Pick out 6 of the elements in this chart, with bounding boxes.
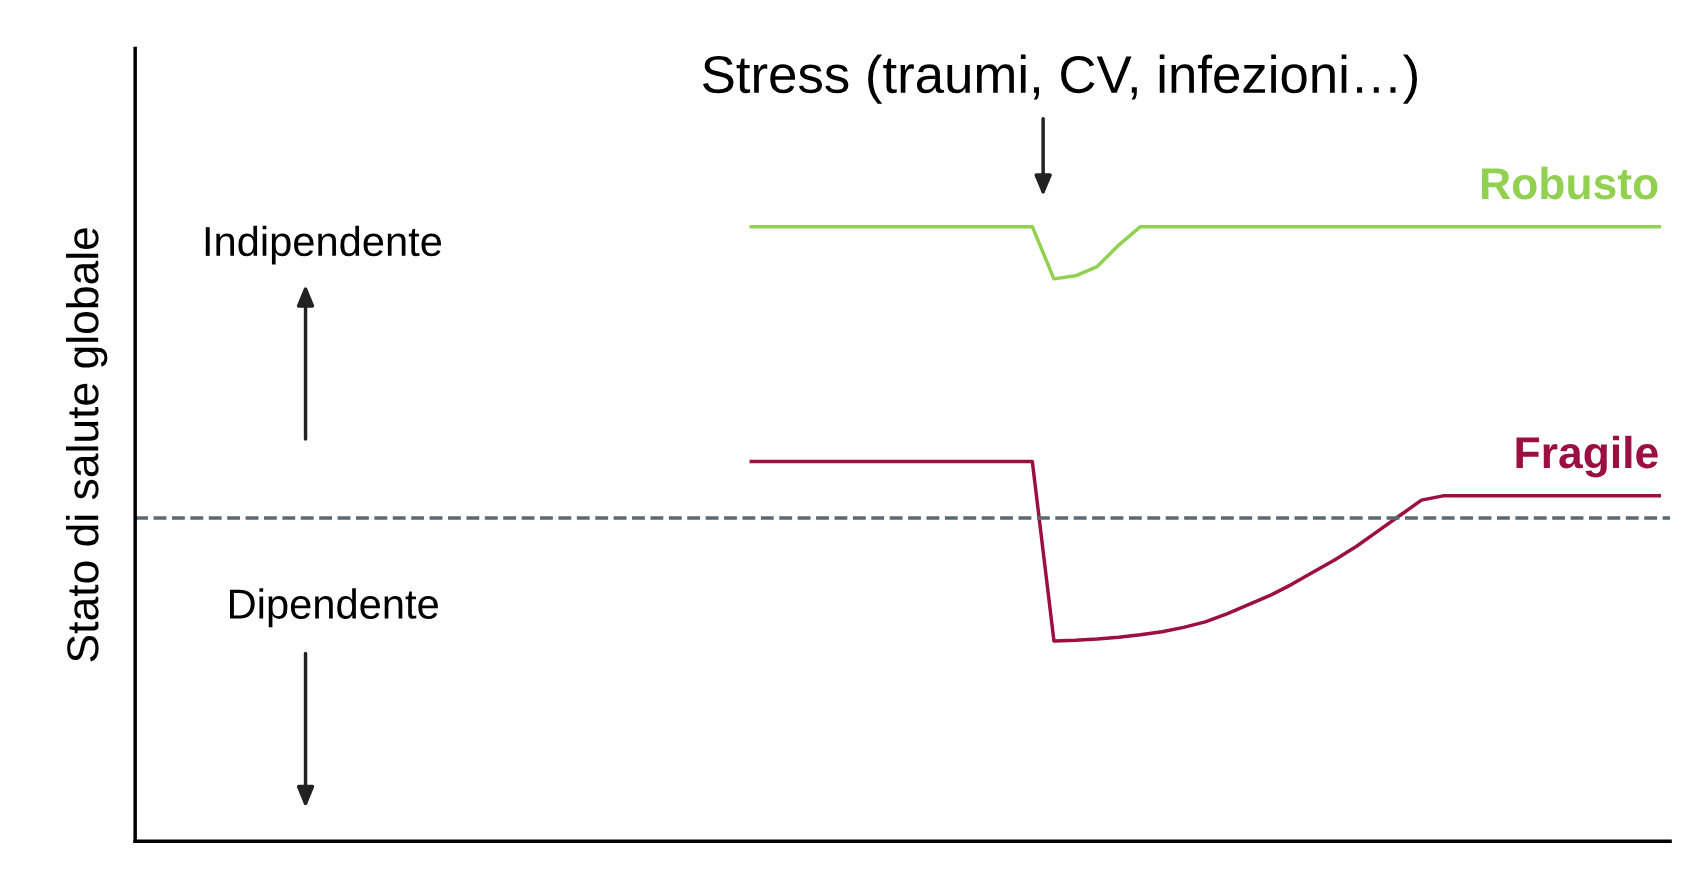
y-axis-title: Stato di salute globale	[65, 228, 108, 662]
series-label: Robusto	[1482, 166, 1658, 200]
annotation: Indipendente	[205, 225, 442, 265]
annotation: Dipendente	[230, 588, 438, 628]
series-label: Fragile	[1516, 435, 1658, 478]
text: Stress (traumi, CV, infezioni…)	[703, 54, 1417, 104]
